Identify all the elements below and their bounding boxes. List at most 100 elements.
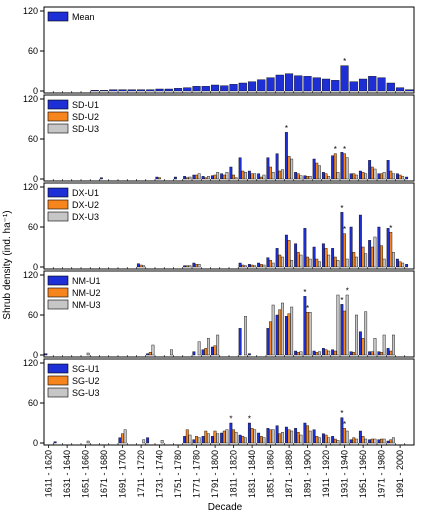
bar-nm-u3-1851-1860 bbox=[271, 304, 275, 356]
legend-swatch bbox=[47, 187, 69, 198]
bar-mean-1671-1680 bbox=[99, 90, 109, 92]
bar-nm-u1-1771-1780 bbox=[192, 351, 196, 356]
bar-sd-u3-1941-1950 bbox=[355, 174, 358, 180]
bar-dx-u3-1831-1840 bbox=[253, 265, 257, 268]
bar-dx-u3-1871-1880 bbox=[290, 260, 294, 268]
bar-dx-u2-1851-1860 bbox=[269, 260, 272, 268]
bar-mean-1961-1970 bbox=[368, 76, 377, 92]
legend-swatch bbox=[47, 11, 69, 22]
bar-sg-u1-1961-1970 bbox=[368, 439, 372, 444]
bar-nm-u1-1781-1790 bbox=[201, 349, 205, 356]
bar-sd-u1-1731-1740 bbox=[155, 176, 159, 180]
bar-dx-u3-1961-1970 bbox=[373, 236, 377, 268]
bar-mean-1781-1790 bbox=[201, 86, 210, 92]
bar-sd-u3-1821-1830 bbox=[243, 172, 247, 180]
bar-nm-u3-1941-1950 bbox=[355, 314, 358, 356]
bar-sg-u3-1911-1920 bbox=[327, 437, 331, 444]
significance-star: * bbox=[389, 224, 392, 233]
legend-label: SD-U1 bbox=[72, 100, 99, 110]
bar-sd-u1-1761-1770 bbox=[183, 176, 187, 180]
x-tick-label: 1651 - 1660 bbox=[81, 450, 91, 498]
bar-nm-u3-1781-1790 bbox=[206, 338, 210, 356]
x-tick-label: 1711 - 1720 bbox=[136, 450, 146, 497]
bar-sd-u3-1911-1920 bbox=[327, 176, 331, 180]
bar-dx-u1-1921-1930 bbox=[331, 248, 335, 268]
bar-sd-u1-1871-1880 bbox=[284, 132, 288, 180]
legend-label: DX-U2 bbox=[72, 200, 99, 210]
bar-sd-u1-1881-1890 bbox=[294, 172, 298, 180]
bar-mean-1851-1860 bbox=[266, 77, 275, 92]
legend-label: NM-U2 bbox=[72, 288, 101, 298]
bar-sd-u2-1921-1930 bbox=[333, 153, 337, 180]
significance-star: * bbox=[229, 415, 232, 424]
bar-sd-u1-1981-1990 bbox=[386, 160, 390, 180]
bar-sd-u1-1841-1850 bbox=[257, 173, 261, 180]
bar-sg-u2-1901-1910 bbox=[315, 436, 319, 444]
bar-nm-u3-1971-1980 bbox=[382, 334, 386, 356]
bar-sg-u1-1841-1850 bbox=[257, 432, 261, 444]
bar-dx-u1-1831-1840 bbox=[247, 264, 251, 268]
significance-star: * bbox=[334, 145, 337, 154]
bar-sd-u2-1891-1900 bbox=[306, 176, 309, 180]
bar-nm-u3-1921-1930 bbox=[336, 294, 340, 356]
bar-sd-u1-1941-1950 bbox=[349, 173, 353, 180]
bar-sd-u2-1801-1810 bbox=[222, 174, 226, 180]
bar-sg-u1-1981-1990 bbox=[386, 440, 390, 444]
bar-dx-u1-1871-1880 bbox=[284, 234, 288, 268]
bar-dx-u3-1911-1920 bbox=[327, 254, 331, 268]
bar-dx-u3-1921-1930 bbox=[336, 260, 340, 268]
bar-nm-u2-1791-1800 bbox=[213, 345, 217, 356]
legend-label: SG-U2 bbox=[72, 376, 100, 386]
bar-nm-u3-1911-1920 bbox=[327, 350, 331, 356]
bar-sg-u2-1941-1950 bbox=[352, 437, 356, 444]
bar-mean-1761-1770 bbox=[183, 87, 192, 92]
bar-sd-u2-1871-1880 bbox=[287, 156, 291, 180]
bar-mean-1791-1800 bbox=[210, 84, 220, 92]
x-tick-label: 1991 - 2000 bbox=[395, 450, 405, 498]
bar-dx-u1-1971-1980 bbox=[377, 226, 381, 268]
bar-sg-u3-1901-1910 bbox=[318, 437, 321, 444]
legend-swatch bbox=[47, 123, 69, 134]
bar-sd-u2-1861-1870 bbox=[278, 170, 282, 180]
significance-star: * bbox=[340, 409, 343, 418]
bar-sg-u3-1711-1720 bbox=[142, 439, 146, 444]
bar-dx-u2-1841-1850 bbox=[259, 264, 263, 268]
bar-sg-u1-1881-1890 bbox=[294, 428, 298, 444]
bar-dx-u2-1961-1970 bbox=[370, 246, 374, 268]
bar-mean-1861-1870 bbox=[275, 74, 284, 92]
legend-label: NM-U3 bbox=[72, 300, 101, 310]
bar-sd-u3-1891-1900 bbox=[308, 176, 312, 180]
bar-sd-u3-1791-1800 bbox=[216, 172, 220, 180]
bar-dx-u1-1881-1890 bbox=[294, 243, 298, 268]
x-axis-title: Decade bbox=[208, 502, 243, 513]
bar-mean-1981-1990 bbox=[386, 82, 395, 92]
bar-sg-u3-1651-1660 bbox=[86, 440, 90, 444]
bar-nm-u1-1611-1620 bbox=[44, 353, 48, 356]
bar-dx-u2-1931-1940 bbox=[343, 233, 346, 268]
significance-star: * bbox=[303, 288, 306, 297]
bar-dx-u3-1821-1830 bbox=[243, 265, 247, 268]
bar-nm-u3-1901-1910 bbox=[318, 351, 321, 356]
bar-dx-u1-1841-1850 bbox=[257, 262, 261, 268]
bar-sg-u3-1881-1890 bbox=[299, 434, 303, 444]
bar-mean-1991-2000 bbox=[395, 87, 405, 92]
bar-sg-u1-1721-1730 bbox=[146, 437, 150, 444]
bar-mean-1951-1960 bbox=[358, 78, 368, 92]
legend-label: SD-U2 bbox=[72, 112, 99, 122]
bar-dx-u2-1911-1920 bbox=[324, 248, 328, 268]
bar-sd-u3-1951-1960 bbox=[364, 173, 368, 180]
bar-nm-u3-1981-1990 bbox=[392, 334, 395, 356]
bar-sd-u2-1931-1940 bbox=[343, 153, 346, 180]
bar-sg-u1-1831-1840 bbox=[247, 422, 251, 444]
legend-label: SD-U3 bbox=[72, 124, 99, 134]
bar-dx-u1-1761-1770 bbox=[183, 265, 187, 268]
bar-sd-u3-1921-1930 bbox=[336, 172, 340, 180]
bar-sd-u2-1841-1850 bbox=[259, 176, 263, 180]
bar-sg-u1-1911-1920 bbox=[321, 433, 325, 444]
bar-sd-u1-1901-1910 bbox=[312, 158, 316, 180]
bar-nm-u3-1961-1970 bbox=[373, 338, 377, 356]
bar-sd-u1-1911-1920 bbox=[321, 172, 325, 180]
bar-sg-u3-1941-1950 bbox=[355, 438, 358, 444]
bar-dx-u1-1931-1940 bbox=[340, 212, 344, 268]
